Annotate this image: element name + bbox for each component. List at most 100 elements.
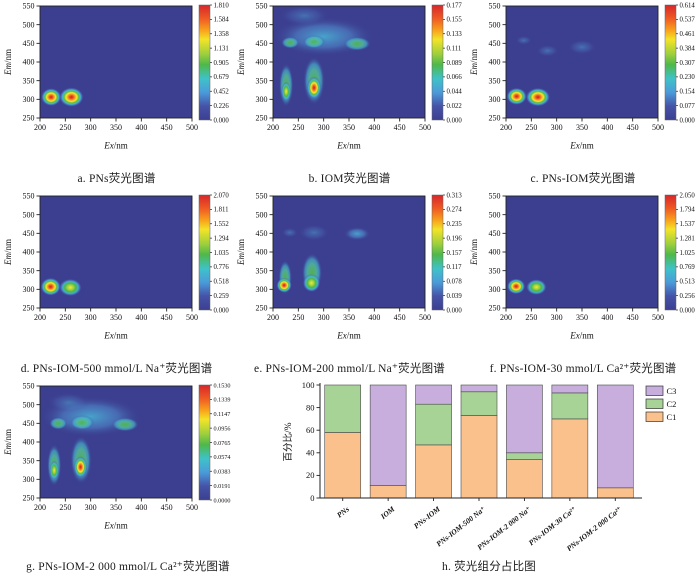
eem-peak-faint xyxy=(536,44,559,57)
y-axis-label: Em/nm xyxy=(469,49,479,76)
eem-panel-b: 200 250 300 350 400 450 500 250 300 350 400 450 500 5… xyxy=(233,0,466,186)
svg-text:40: 40 xyxy=(306,448,315,458)
svg-text:300: 300 xyxy=(85,503,97,512)
axes: 200 250 300 350 400 450 5002503003504004505005… xyxy=(23,382,199,512)
bar-chart-h: 0 20 40 60 80 100 PNs IOM PNs-IOM PNs-IOM-500 Na⁺… xyxy=(278,378,700,556)
colorbar-tick: 0.230 xyxy=(680,74,696,81)
bar-segment-C3 xyxy=(460,384,498,393)
svg-text:350: 350 xyxy=(343,313,355,322)
bar-segment-C3 xyxy=(596,384,634,489)
eem-peak-faint xyxy=(281,227,298,238)
peak-blobs xyxy=(507,278,547,295)
colorbar-tick: 1.294 xyxy=(214,235,230,242)
colorbar xyxy=(198,194,211,311)
colorbar-tick: 2.050 xyxy=(680,192,696,199)
y-axis-label: Em/nm xyxy=(3,239,13,266)
svg-text:400: 400 xyxy=(23,438,35,447)
svg-text:250: 250 xyxy=(292,313,304,322)
colorbar xyxy=(198,384,211,501)
svg-text:300: 300 xyxy=(85,313,97,322)
svg-text:200: 200 xyxy=(34,123,46,132)
eem-chart-a: 200 250 300 350 400 450 500 250 300 350 400 450 500 5… xyxy=(0,0,233,165)
svg-text:500: 500 xyxy=(186,123,198,132)
colorbar-tick: 0.256 xyxy=(680,293,696,300)
svg-text:400: 400 xyxy=(256,58,268,67)
eem-panel-e: 200 250 300 350 400 450 500 250 300 350 400 450 500 5… xyxy=(233,190,466,376)
colorbar-tick: 0.274 xyxy=(447,207,463,214)
colorbar-tick: 0.000 xyxy=(680,307,696,314)
y-axis-label: Em/nm xyxy=(236,239,246,266)
svg-text:500: 500 xyxy=(23,20,35,29)
eem-peak-hot xyxy=(306,76,322,99)
svg-text:550: 550 xyxy=(256,192,268,201)
svg-text:300: 300 xyxy=(85,123,97,132)
y-axis-label: Em/nm xyxy=(469,239,479,266)
colorbar-tick: 0.235 xyxy=(447,221,463,228)
colorbar-tick: 0.0956 xyxy=(214,425,231,432)
svg-text:250: 250 xyxy=(525,313,537,322)
colorbar-tick: 2.070 xyxy=(214,192,230,199)
axes: 200 250 300 350 400 450 5002503003504004505005… xyxy=(23,2,199,132)
eem-svg-a: 200 250 300 350 400 450 5002503003504004505005… xyxy=(3,2,230,151)
svg-text:450: 450 xyxy=(394,313,406,322)
colorbar-tick: 1.584 xyxy=(214,17,230,24)
eem-chart-e: 200 250 300 350 400 450 500 250 300 350 400 450 500 5… xyxy=(233,190,466,355)
bar-category-label: PNs-IOM xyxy=(412,504,442,530)
peak-blobs xyxy=(276,224,371,295)
svg-text:300: 300 xyxy=(551,313,563,322)
colorbar-tick: 0.0383 xyxy=(214,469,231,476)
colorbar-tick: 1.794 xyxy=(680,207,696,214)
legend-swatch-C2 xyxy=(645,398,664,409)
svg-text:350: 350 xyxy=(343,123,355,132)
colorbar-tick: 0.157 xyxy=(447,250,463,257)
axes: 200 250 300 350 400 450 5002503003504004505005… xyxy=(256,2,432,132)
svg-text:350: 350 xyxy=(23,76,35,85)
bar-segment-C1 xyxy=(415,444,452,499)
eem-peak-hot xyxy=(525,87,551,107)
eem-peak-green xyxy=(49,416,68,430)
colorbar-tick: 0.1339 xyxy=(214,397,231,404)
svg-text:350: 350 xyxy=(256,266,268,275)
svg-text:250: 250 xyxy=(23,304,35,313)
svg-text:350: 350 xyxy=(110,503,122,512)
colorbar-tick: 0.177 xyxy=(447,2,463,9)
svg-text:250: 250 xyxy=(59,313,71,322)
colorbar-tick: 0.196 xyxy=(447,235,463,242)
svg-text:500: 500 xyxy=(186,313,198,322)
peak-blobs xyxy=(40,392,142,487)
colorbar-tick: 0.154 xyxy=(680,89,696,96)
svg-text:550: 550 xyxy=(23,382,35,391)
eem-svg-e: 200 250 300 350 400 450 5002503003504004505005… xyxy=(236,192,463,341)
svg-text:500: 500 xyxy=(419,313,431,322)
colorbar-tick: 1.537 xyxy=(680,221,696,228)
bar-segment-C2 xyxy=(415,403,452,446)
svg-text:400: 400 xyxy=(368,313,380,322)
legend-label-C2: C2 xyxy=(667,399,677,409)
svg-text:350: 350 xyxy=(576,123,588,132)
bar-segment-C1 xyxy=(506,459,543,499)
colorbar-tick: 0.0574 xyxy=(214,454,231,461)
svg-text:450: 450 xyxy=(161,123,173,132)
legend-swatch-C3 xyxy=(645,385,664,396)
eem-chart-b: 200 250 300 350 400 450 500 250 300 350 400 450 500 5… xyxy=(233,0,466,165)
bar-segment-C2 xyxy=(551,392,589,420)
colorbar-tick: 0.0191 xyxy=(214,483,231,490)
colorbar-tick: 1.358 xyxy=(214,31,230,38)
colorbar-tick: 0.776 xyxy=(214,264,230,271)
eem-svg-c: 200 250 300 350 400 450 5002503003504004505005… xyxy=(469,2,696,151)
colorbar-tick: 1.025 xyxy=(680,250,696,257)
eem-chart-d: 200 250 300 350 400 450 500 250 300 350 400 450 500 5… xyxy=(0,190,233,355)
eem-peak-warm xyxy=(302,274,321,292)
svg-text:200: 200 xyxy=(267,123,279,132)
svg-text:400: 400 xyxy=(23,248,35,257)
colorbar-tick: 0.022 xyxy=(447,103,463,110)
x-axis-label: Ex/nm xyxy=(569,141,594,151)
svg-text:450: 450 xyxy=(256,229,268,238)
svg-text:400: 400 xyxy=(489,58,501,67)
eem-peak-green xyxy=(69,415,95,431)
x-axis-label: Ex/nm xyxy=(336,331,361,341)
eem-peak-warm xyxy=(526,279,547,295)
eem-panel-c: 200 250 300 350 400 450 500 250 300 350 400 450 500 5… xyxy=(466,0,700,186)
svg-text:550: 550 xyxy=(489,192,501,201)
